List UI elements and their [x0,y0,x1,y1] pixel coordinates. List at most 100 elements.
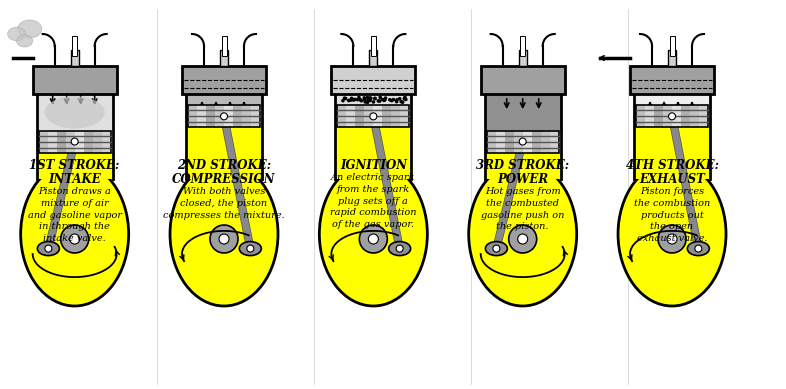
Bar [487,131,496,152]
Bar [663,105,672,127]
Bar [220,50,228,66]
Bar [645,105,654,127]
Bar [485,94,560,131]
Circle shape [383,98,387,102]
Ellipse shape [388,242,410,256]
Circle shape [695,245,702,252]
Circle shape [493,245,500,252]
Circle shape [351,98,355,102]
Bar [188,105,260,127]
Circle shape [70,234,79,244]
Bar [188,105,197,127]
Circle shape [667,234,677,244]
Bar [337,105,347,127]
Ellipse shape [239,242,261,256]
Circle shape [376,99,380,103]
Bar [101,131,111,152]
Bar [37,152,112,179]
Bar [355,105,365,127]
Bar [37,94,112,131]
Bar [391,105,400,127]
Bar [222,36,226,56]
Circle shape [402,97,406,100]
Bar [520,36,525,56]
Circle shape [373,97,376,100]
Circle shape [372,100,375,104]
Ellipse shape [468,162,577,306]
Bar [670,36,674,56]
Circle shape [388,98,391,102]
Bar [496,131,505,152]
Circle shape [395,98,399,102]
Text: EXHAUST: EXHAUST [639,173,705,186]
Bar [481,66,564,94]
Ellipse shape [618,162,726,306]
Bar [541,131,549,152]
Bar [347,105,355,127]
Bar [636,105,708,127]
Ellipse shape [170,162,278,306]
Circle shape [219,234,229,244]
Bar [33,66,116,94]
Circle shape [401,100,405,104]
Text: 4TH STROKE:: 4TH STROKE: [626,159,718,172]
Circle shape [45,245,52,252]
Bar [365,105,373,127]
Bar [514,131,523,152]
Circle shape [352,98,355,102]
Circle shape [509,225,537,253]
Bar [523,131,531,152]
Text: 3RD STROKE:: 3RD STROKE: [476,159,569,172]
Circle shape [353,98,357,101]
Circle shape [390,99,394,102]
Bar [636,105,645,127]
Circle shape [341,99,345,102]
Circle shape [357,96,361,99]
Ellipse shape [17,20,42,38]
Bar [57,131,66,152]
Ellipse shape [486,242,508,256]
Circle shape [396,245,403,252]
Circle shape [658,225,686,253]
Bar [206,105,215,127]
Circle shape [369,99,372,102]
Bar [224,105,233,127]
Bar [371,36,376,56]
Text: 1ST STROKE:: 1ST STROKE: [30,159,119,172]
Bar [39,131,111,152]
Bar [332,66,415,94]
Circle shape [363,98,366,102]
Bar [382,105,391,127]
Bar [66,131,75,152]
Bar [71,50,79,66]
Text: INTAKE: INTAKE [48,173,101,186]
Text: IGNITION: IGNITION [340,159,407,172]
Bar [487,131,559,152]
Bar [672,105,681,127]
Circle shape [362,96,366,100]
Ellipse shape [8,27,26,41]
Circle shape [350,96,354,100]
Circle shape [370,113,376,120]
Ellipse shape [20,162,129,306]
Bar [369,50,377,66]
Circle shape [373,96,376,100]
Bar [519,50,527,66]
Circle shape [369,97,373,100]
Text: An electric spark
from the spark
plug sets off a
rapid combustion
of the gas vap: An electric spark from the spark plug se… [330,173,417,229]
Bar [668,50,676,66]
Circle shape [380,98,384,102]
Bar [48,131,57,152]
Circle shape [366,98,370,102]
Text: Piston forces
the combustion
products out
the open
exhaust valve.: Piston forces the combustion products ou… [634,187,711,243]
Circle shape [358,98,362,102]
Bar [699,105,708,127]
Ellipse shape [45,96,105,128]
Bar [654,105,663,127]
Circle shape [378,99,381,103]
Bar [72,36,77,56]
Bar [690,105,699,127]
Circle shape [669,113,675,120]
Circle shape [518,234,527,244]
Bar [373,105,382,127]
